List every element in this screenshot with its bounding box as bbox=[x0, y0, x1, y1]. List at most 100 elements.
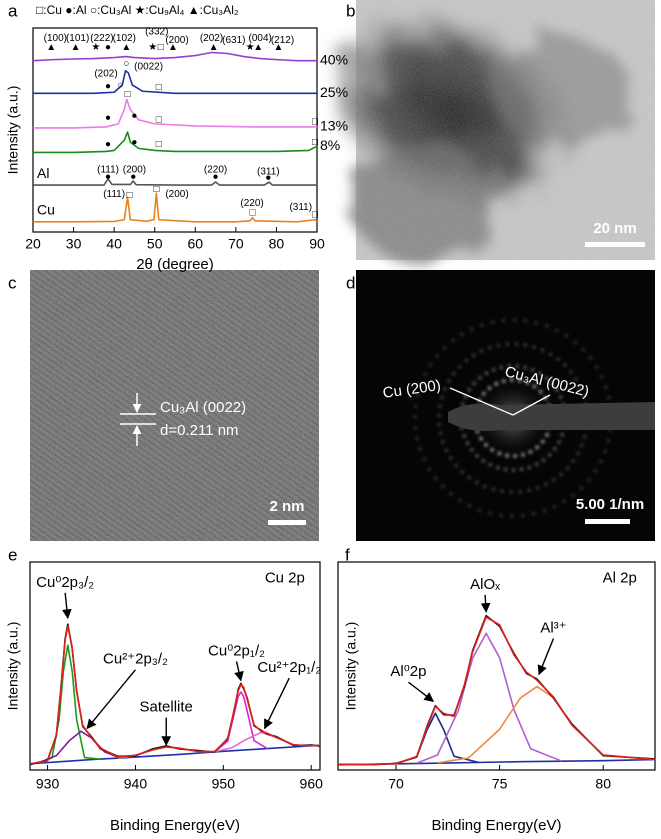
annotation: Cu 2p bbox=[265, 570, 305, 587]
annotation: (200) bbox=[165, 35, 188, 46]
annotation: ▲ bbox=[274, 42, 284, 53]
x-tick-label: 40 bbox=[106, 236, 122, 252]
annotation: ● bbox=[131, 110, 137, 121]
plot-frame bbox=[32, 27, 318, 233]
annotation: (202) bbox=[200, 33, 223, 44]
x-tick-label: 70 bbox=[388, 776, 404, 792]
series-line bbox=[32, 51, 317, 62]
annotation: ▲ bbox=[253, 42, 263, 53]
annotation: (004) bbox=[249, 33, 272, 44]
chart-panel: f 70 75 80 Binding Energy(eV) Intensity (a.u.… bbox=[337, 545, 656, 834]
annotation: Cu⁰2p₁/₂ bbox=[208, 642, 265, 659]
d-spacing-label: d=0.211 nm bbox=[160, 422, 239, 439]
annotation: □ bbox=[156, 139, 162, 150]
annotation: ● bbox=[105, 42, 111, 53]
annotation: Satellite bbox=[140, 699, 193, 716]
annotation: (101) bbox=[66, 33, 89, 44]
annotation: □ bbox=[312, 137, 318, 148]
annotation: ● bbox=[265, 173, 271, 184]
annotation: (212) bbox=[271, 35, 294, 46]
x-axis-label: Binding Energy(eV) bbox=[110, 817, 240, 834]
series-line bbox=[437, 685, 656, 764]
x-tick-label: 70 bbox=[228, 236, 244, 252]
annotation: □ bbox=[156, 82, 162, 93]
annotation: □ bbox=[249, 207, 255, 218]
annotation: Al³⁺ bbox=[540, 620, 566, 637]
annotation: □ bbox=[153, 184, 159, 195]
annotation-arrow bbox=[62, 592, 72, 620]
annotation: (220) bbox=[204, 164, 227, 175]
annotation: □ bbox=[125, 89, 131, 100]
series-line bbox=[337, 758, 656, 766]
annotation: □ bbox=[158, 42, 164, 53]
annotation: (202) bbox=[94, 69, 117, 80]
annotation: □ bbox=[312, 209, 318, 220]
series-label: Cu bbox=[37, 202, 55, 218]
legend: □:Cu ●:Al ○:Cu₃Al ★:Cu₉Al₄ ▲:Cu₃Al₂ bbox=[36, 3, 239, 17]
annotation: ▲ bbox=[168, 42, 178, 53]
annotation: (222) bbox=[90, 33, 113, 44]
x-axis-label: Binding Energy(eV) bbox=[431, 817, 561, 834]
annotation-arrow bbox=[408, 681, 435, 702]
x-tick-label: 940 bbox=[124, 776, 148, 792]
annotation: (220) bbox=[240, 198, 263, 209]
annotation: ● bbox=[105, 112, 111, 123]
x-tick-label: 50 bbox=[147, 236, 163, 252]
annotation: Cu²⁺2p₃/₂ bbox=[103, 651, 168, 668]
series-label: 40% bbox=[320, 51, 348, 67]
annotation: ● bbox=[131, 137, 137, 148]
series-line bbox=[33, 70, 317, 95]
series-line bbox=[38, 644, 101, 764]
series-line bbox=[395, 712, 480, 765]
annotation: □ bbox=[127, 190, 133, 201]
saed-image: d Cu (200) Cu₃Al (0022) 5.00 1/nm bbox=[346, 270, 655, 541]
annotation: Al⁰2p bbox=[390, 663, 426, 680]
plot-frame bbox=[29, 561, 321, 771]
series-line bbox=[29, 623, 321, 766]
annotation: ★ bbox=[91, 42, 100, 53]
annotation: ★ bbox=[246, 42, 255, 53]
scale-bar-label: 20 nm bbox=[593, 220, 636, 237]
panel-letter: d bbox=[346, 273, 355, 292]
annotation: (200) bbox=[165, 189, 188, 200]
annotation: Cu²⁺2p₁/₂ bbox=[257, 659, 321, 676]
series-line bbox=[416, 632, 563, 764]
annotation: (311) bbox=[289, 202, 312, 213]
series-line bbox=[337, 616, 656, 766]
scale-bar-label: 5.00 1/nm bbox=[576, 496, 644, 513]
annotation: ● bbox=[105, 81, 111, 92]
annotation: (332) bbox=[145, 27, 168, 38]
annotation: (631) bbox=[222, 35, 245, 46]
annotation: ● bbox=[130, 172, 136, 183]
series-line bbox=[337, 614, 656, 766]
panel-letter: b bbox=[346, 1, 355, 20]
x-tick-label: 90 bbox=[309, 236, 325, 252]
annotation: AlOₓ bbox=[470, 576, 500, 593]
panel-letter: f bbox=[345, 545, 350, 564]
panel-letter: e bbox=[8, 545, 17, 564]
annotation: Al 2p bbox=[603, 570, 637, 587]
annotation: ▲ bbox=[46, 42, 56, 53]
plot-frame bbox=[337, 561, 656, 771]
annotation: □ bbox=[156, 114, 162, 125]
x-tick-label: 930 bbox=[36, 776, 60, 792]
panel-letter: c bbox=[8, 273, 17, 292]
annotation: Cu⁰2p₃/₂ bbox=[36, 574, 94, 591]
tem-image: b 20 nm bbox=[325, 0, 655, 260]
series-line bbox=[29, 625, 321, 765]
annotation-arrow bbox=[234, 661, 244, 682]
series-line bbox=[33, 98, 317, 129]
scale-bar-label: 2 nm bbox=[269, 498, 304, 515]
y-axis-label: Intensity (a.u.) bbox=[343, 622, 359, 711]
x-tick-label: 960 bbox=[300, 776, 324, 792]
series-label: 8% bbox=[320, 137, 340, 153]
x-tick-label: 80 bbox=[595, 776, 611, 792]
series-label: 13% bbox=[320, 118, 348, 134]
lattice-label: Cu₃Al (0022) bbox=[160, 399, 246, 416]
series-label: 25% bbox=[320, 84, 348, 100]
x-tick-label: 20 bbox=[25, 236, 41, 252]
annotation: ▲ bbox=[209, 42, 219, 53]
chart-panel: e 930 940 950 960 Binding Energy(eV) Intensity… bbox=[5, 545, 323, 833]
annotation: (0022) bbox=[134, 61, 163, 72]
